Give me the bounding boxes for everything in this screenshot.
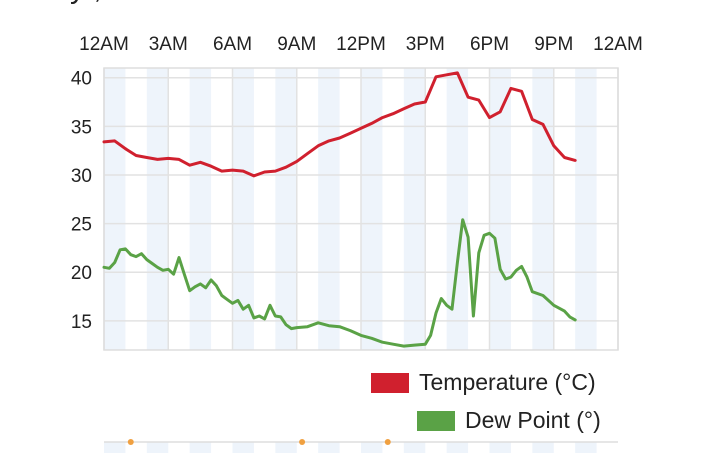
legend-dewpoint-label: Dew Point (°): [465, 407, 601, 433]
lower-band: [104, 442, 126, 453]
lower-marker: [299, 439, 306, 445]
lower-band: [403, 442, 426, 453]
lower-band: [532, 442, 554, 453]
y-tick-label: 30: [71, 166, 92, 187]
legend: Temperature (°C) Dew Point (°): [371, 369, 601, 433]
y-axis-ticks: 15 20 25 30 35 40: [71, 69, 92, 333]
x-tick-label: 3PM: [406, 34, 445, 55]
series-lines: [102, 71, 577, 348]
lower-band: [275, 442, 297, 453]
band: [403, 68, 426, 350]
shaded-bands: [104, 68, 597, 350]
x-tick-label: 3AM: [149, 34, 188, 55]
legend-temperature-swatch: [371, 373, 409, 393]
band: [146, 68, 169, 350]
x-tick-label: 6AM: [213, 34, 252, 55]
lower-band: [446, 442, 469, 453]
lower-band: [189, 442, 212, 453]
x-tick-label: 12PM: [336, 34, 386, 55]
chart-title-fragment: y ,: [70, 0, 102, 5]
lower-band: [361, 442, 383, 453]
band: [232, 68, 254, 350]
lower-marker: [127, 439, 134, 445]
x-tick-label: 12AM: [593, 34, 643, 55]
x-tick-label: 9AM: [277, 34, 316, 55]
band: [275, 68, 297, 350]
plot-border: [103, 67, 619, 351]
lower-band: [232, 442, 254, 453]
x-tick-label: 12AM: [79, 34, 129, 55]
legend-temperature-label: Temperature (°C): [419, 369, 596, 395]
band: [104, 68, 126, 350]
band: [318, 68, 340, 350]
y-tick-label: 35: [71, 117, 92, 138]
lower-band: [489, 442, 511, 453]
x-tick-label: 6PM: [470, 34, 509, 55]
y-tick-label: 15: [71, 312, 92, 333]
temperature-line: [102, 71, 577, 178]
band: [446, 68, 469, 350]
band: [532, 68, 554, 350]
dewpoint-line: [102, 218, 577, 348]
band: [361, 68, 383, 350]
band: [189, 68, 212, 350]
y-tick-label: 20: [71, 263, 92, 284]
x-axis-ticks: 12AM 3AM 6AM 9AM 12PM 3PM 6PM 9PM 12AM: [79, 34, 643, 55]
lower-band: [318, 442, 340, 453]
y-tick-label: 25: [71, 215, 92, 236]
lower-marker: [384, 439, 391, 445]
legend-dewpoint-swatch: [417, 411, 455, 431]
band: [575, 68, 597, 350]
lower-band: [146, 442, 169, 453]
y-tick-label: 40: [71, 69, 92, 90]
lower-chart-partial: [104, 439, 618, 453]
lower-band: [575, 442, 597, 453]
x-tick-label: 9PM: [534, 34, 573, 55]
